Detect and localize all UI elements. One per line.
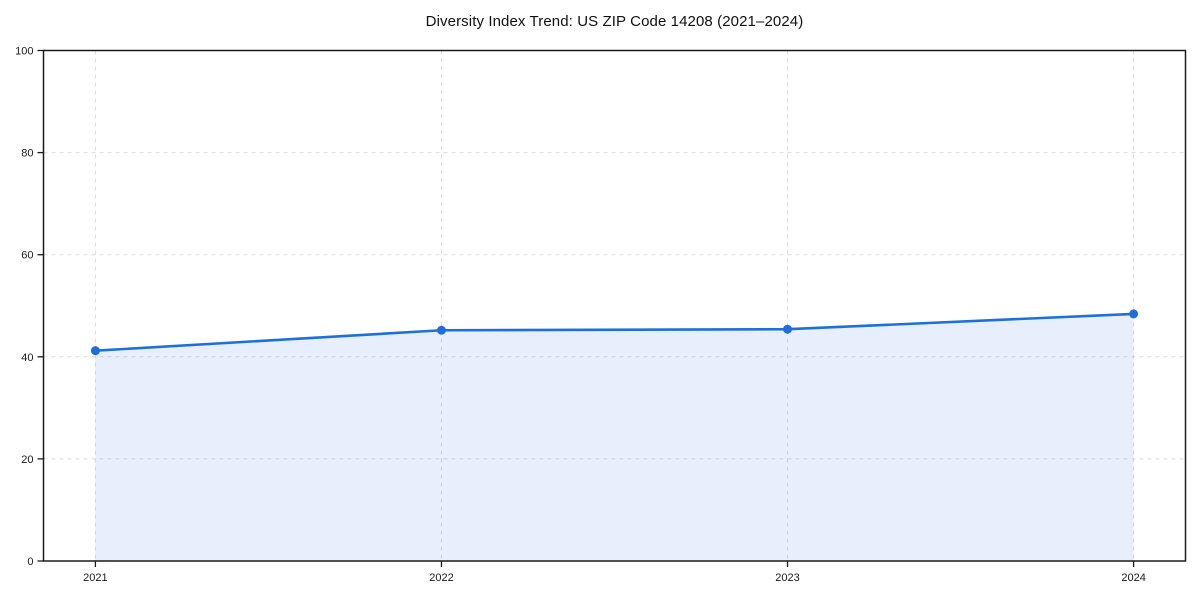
x-tick-label: 2023	[775, 572, 799, 584]
plot-frame	[42, 49, 1187, 562]
area-fill	[95, 313, 1134, 561]
y-tick-label: 40	[21, 352, 33, 364]
x-tick-label: 2021	[83, 572, 107, 584]
y-tick-label: 60	[21, 250, 33, 262]
x-tick-label: 2024	[1121, 572, 1145, 584]
data-point	[90, 346, 100, 356]
trend-line	[94, 312, 1135, 352]
data-point	[1129, 309, 1139, 319]
data-point	[436, 325, 446, 335]
chart-title: Diversity Index Trend: US ZIP Code 14208…	[425, 13, 804, 30]
data-point	[783, 324, 793, 334]
y-tick-label: 0	[27, 556, 33, 568]
x-tick-label: 2022	[429, 572, 453, 584]
y-tick-label: 20	[21, 454, 33, 466]
y-tick-label: 100	[15, 46, 33, 58]
y-tick-label: 80	[21, 148, 33, 160]
